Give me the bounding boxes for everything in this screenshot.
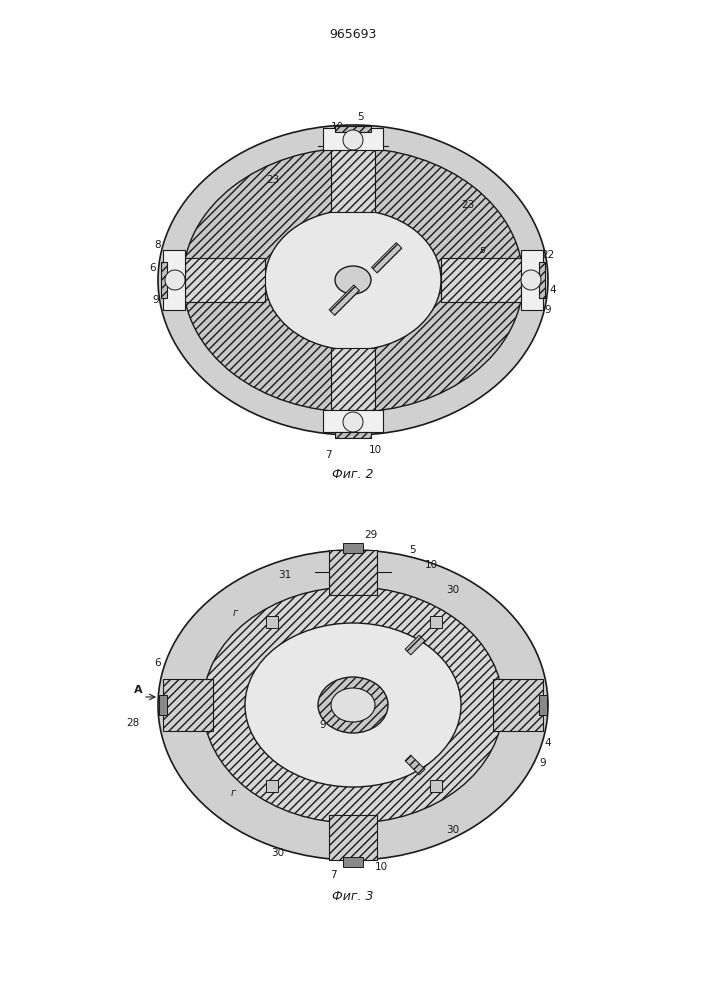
Bar bbox=[539, 262, 545, 298]
Ellipse shape bbox=[335, 266, 371, 294]
Circle shape bbox=[343, 412, 363, 432]
Text: 7: 7 bbox=[329, 870, 337, 880]
Bar bbox=[163, 679, 213, 731]
Bar bbox=[185, 258, 265, 302]
Bar bbox=[329, 815, 377, 860]
Bar bbox=[493, 679, 543, 731]
Text: 965693: 965693 bbox=[329, 28, 377, 41]
Text: 9: 9 bbox=[153, 295, 159, 305]
Text: 9: 9 bbox=[320, 720, 327, 730]
Bar bbox=[430, 780, 442, 792]
Bar bbox=[441, 258, 521, 302]
Text: 30: 30 bbox=[446, 825, 460, 835]
Text: 10: 10 bbox=[424, 560, 438, 570]
Text: 9: 9 bbox=[544, 305, 551, 315]
Text: 8: 8 bbox=[155, 240, 161, 250]
Bar bbox=[163, 250, 185, 310]
Text: 6: 6 bbox=[155, 658, 161, 668]
Bar bbox=[323, 410, 383, 432]
Text: А: А bbox=[134, 685, 142, 695]
Bar bbox=[335, 126, 371, 132]
Text: 5: 5 bbox=[358, 112, 364, 122]
Ellipse shape bbox=[183, 148, 523, 412]
Text: Фиг. 3: Фиг. 3 bbox=[332, 890, 374, 904]
Text: 4: 4 bbox=[549, 285, 556, 295]
Bar bbox=[331, 142, 375, 212]
Text: 6: 6 bbox=[150, 263, 156, 273]
Text: г: г bbox=[233, 608, 238, 618]
Text: 30: 30 bbox=[446, 585, 460, 595]
Bar bbox=[323, 128, 383, 150]
Bar bbox=[371, 243, 402, 273]
Text: А – А: А – А bbox=[337, 135, 368, 148]
Text: Б – Б: Б – Б bbox=[337, 562, 369, 574]
Text: 29: 29 bbox=[364, 530, 378, 540]
Bar bbox=[159, 695, 167, 715]
Ellipse shape bbox=[331, 688, 375, 722]
Ellipse shape bbox=[318, 677, 388, 733]
Text: 23: 23 bbox=[462, 200, 474, 210]
Text: Фиг. 2: Фиг. 2 bbox=[332, 468, 374, 482]
Bar bbox=[405, 755, 425, 775]
Bar bbox=[430, 616, 442, 628]
Bar bbox=[266, 780, 278, 792]
Circle shape bbox=[343, 130, 363, 150]
Bar bbox=[161, 262, 167, 298]
Text: 30: 30 bbox=[271, 848, 284, 858]
Bar bbox=[331, 348, 375, 418]
Text: 22: 22 bbox=[542, 250, 554, 260]
Bar bbox=[521, 250, 543, 310]
Bar bbox=[343, 857, 363, 867]
Text: 29: 29 bbox=[521, 715, 534, 725]
Bar bbox=[539, 695, 547, 715]
Circle shape bbox=[165, 270, 185, 290]
Circle shape bbox=[521, 270, 541, 290]
Text: 7: 7 bbox=[325, 450, 332, 460]
Text: 31: 31 bbox=[279, 570, 291, 580]
Ellipse shape bbox=[158, 550, 548, 860]
Bar bbox=[266, 616, 278, 628]
Bar bbox=[343, 543, 363, 553]
Text: в: в bbox=[480, 245, 486, 255]
Bar bbox=[335, 432, 371, 438]
Text: 10: 10 bbox=[368, 445, 382, 455]
Text: 5: 5 bbox=[409, 545, 416, 555]
Ellipse shape bbox=[245, 623, 461, 787]
Text: г: г bbox=[230, 788, 235, 798]
Text: 4: 4 bbox=[544, 738, 551, 748]
Bar bbox=[329, 285, 359, 315]
Text: 28: 28 bbox=[127, 718, 139, 728]
Ellipse shape bbox=[158, 125, 548, 435]
Text: 10: 10 bbox=[330, 122, 344, 132]
Text: 10: 10 bbox=[375, 862, 387, 872]
Ellipse shape bbox=[265, 210, 441, 350]
Bar bbox=[405, 635, 425, 655]
Text: 23: 23 bbox=[267, 175, 280, 185]
Ellipse shape bbox=[203, 587, 503, 823]
Text: 9: 9 bbox=[539, 758, 547, 768]
Bar bbox=[329, 550, 377, 595]
